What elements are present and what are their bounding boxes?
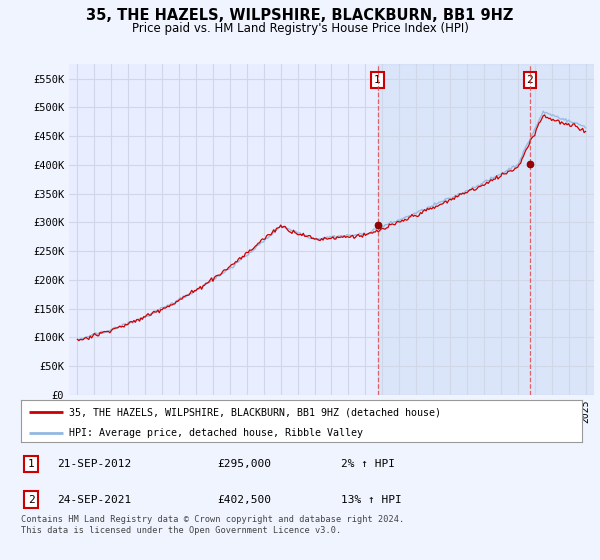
Text: Contains HM Land Registry data © Crown copyright and database right 2024.
This d: Contains HM Land Registry data © Crown c…	[21, 515, 404, 535]
Text: 2: 2	[28, 494, 34, 505]
Bar	[377, 64, 594, 395]
Text: 35, THE HAZELS, WILPSHIRE, BLACKBURN, BB1 9HZ (detached house): 35, THE HAZELS, WILPSHIRE, BLACKBURN, BB…	[68, 407, 440, 417]
Text: Price paid vs. HM Land Registry's House Price Index (HPI): Price paid vs. HM Land Registry's House …	[131, 22, 469, 35]
Text: 2: 2	[527, 75, 533, 85]
Text: 24-SEP-2021: 24-SEP-2021	[58, 494, 132, 505]
Text: 21-SEP-2012: 21-SEP-2012	[58, 459, 132, 469]
Text: 1: 1	[374, 75, 381, 85]
Text: 13% ↑ HPI: 13% ↑ HPI	[341, 494, 401, 505]
Text: 1: 1	[28, 459, 34, 469]
Text: 35, THE HAZELS, WILPSHIRE, BLACKBURN, BB1 9HZ: 35, THE HAZELS, WILPSHIRE, BLACKBURN, BB…	[86, 8, 514, 24]
Text: £402,500: £402,500	[217, 494, 271, 505]
Text: HPI: Average price, detached house, Ribble Valley: HPI: Average price, detached house, Ribb…	[68, 428, 362, 438]
Text: £295,000: £295,000	[217, 459, 271, 469]
Text: 2% ↑ HPI: 2% ↑ HPI	[341, 459, 395, 469]
